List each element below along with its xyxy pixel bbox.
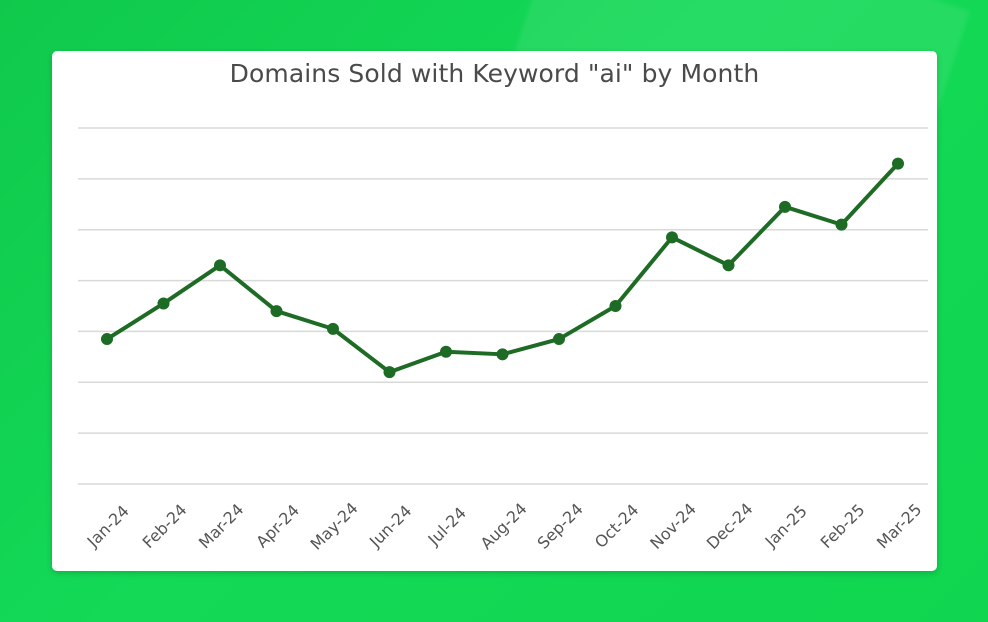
x-tick-label: Jan-25 xyxy=(761,501,811,551)
x-axis-labels: Jan-24 Feb-24 Mar-24 Apr-24 May-24 Jun-24 Jul-… xyxy=(83,499,926,554)
gridlines xyxy=(78,127,928,485)
line-chart: Jan-24 Feb-24 Mar-24 Apr-24 May-24 Jun-24 Jul-… xyxy=(78,127,928,554)
x-tick-label: Oct-24 xyxy=(591,500,642,551)
x-tick-label: Dec-24 xyxy=(703,499,757,553)
series-line xyxy=(105,161,900,375)
data-point xyxy=(157,297,170,310)
data-point xyxy=(440,345,452,358)
data-point xyxy=(609,300,622,312)
x-tick-label: Nov-24 xyxy=(646,499,700,553)
data-point xyxy=(383,366,396,379)
x-tick-label: Feb-24 xyxy=(139,500,191,552)
data-point xyxy=(666,231,678,244)
chart-card: Domains Sold with Keyword "ai" by Month … xyxy=(52,51,937,571)
data-point xyxy=(496,348,509,361)
x-tick-label: Mar-24 xyxy=(195,500,248,553)
x-tick-label: Jan-24 xyxy=(83,501,133,551)
series-line-layer xyxy=(105,161,900,375)
chart-title: Domains Sold with Keyword "ai" by Month xyxy=(229,59,760,88)
data-points xyxy=(101,157,904,379)
x-tick-label: Sep-24 xyxy=(533,499,586,552)
data-point xyxy=(835,218,848,231)
data-point xyxy=(779,200,791,213)
data-point xyxy=(214,259,226,272)
x-tick-label: Aug-24 xyxy=(477,499,531,553)
data-point xyxy=(270,305,283,318)
x-tick-label: Feb-25 xyxy=(817,500,869,552)
data-point xyxy=(101,333,113,346)
data-point xyxy=(892,157,904,170)
x-tick-label: Apr-24 xyxy=(252,501,303,552)
data-point xyxy=(327,322,339,335)
x-tick-label: Jun-24 xyxy=(365,501,415,551)
data-point xyxy=(553,333,565,346)
x-tick-label: May-24 xyxy=(307,499,362,554)
x-tick-label: Jul-24 xyxy=(424,503,470,549)
x-tick-label: Mar-25 xyxy=(873,500,926,553)
data-point xyxy=(722,259,735,272)
